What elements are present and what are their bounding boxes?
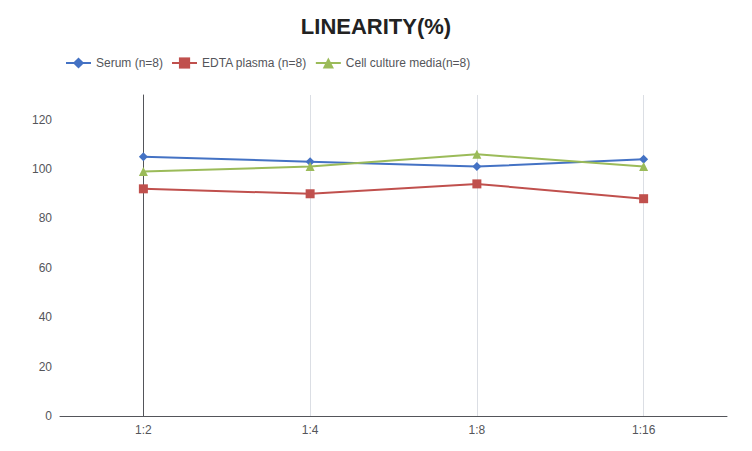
svg-text:60: 60 <box>39 261 53 275</box>
svg-text:Cell culture media(n=8): Cell culture media(n=8) <box>346 56 470 70</box>
svg-text:Serum (n=8): Serum (n=8) <box>96 56 163 70</box>
svg-text:LINEARITY(%): LINEARITY(%) <box>301 14 451 39</box>
svg-text:1:8: 1:8 <box>469 423 486 437</box>
svg-text:1:2: 1:2 <box>135 423 152 437</box>
svg-text:0: 0 <box>45 409 52 423</box>
svg-text:1:16: 1:16 <box>632 423 656 437</box>
svg-text:120: 120 <box>32 113 52 127</box>
svg-text:EDTA plasma (n=8): EDTA plasma (n=8) <box>202 56 306 70</box>
svg-text:20: 20 <box>39 360 53 374</box>
svg-text:40: 40 <box>39 310 53 324</box>
svg-text:80: 80 <box>39 211 53 225</box>
svg-text:100: 100 <box>32 162 52 176</box>
svg-text:1:4: 1:4 <box>302 423 319 437</box>
